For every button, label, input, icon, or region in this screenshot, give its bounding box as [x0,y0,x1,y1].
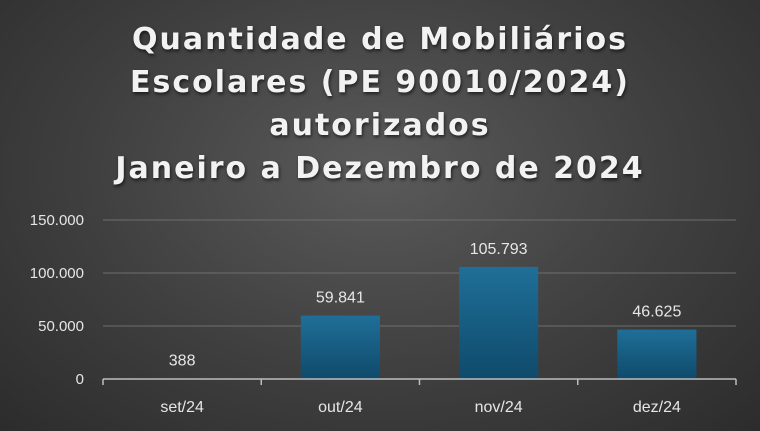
axes [102,378,737,385]
bar-dez-24 [617,329,697,379]
x-tick-label: dez/24 [633,399,681,416]
data-label: 388 [169,353,196,370]
bar-out-24 [300,315,380,379]
chart-title: Quantidade de Mobiliários Escolares (PE … [0,18,760,190]
data-label: 59.841 [316,290,365,307]
chart-title-line-2: Escolares (PE 90010/2024) [130,65,630,100]
x-tick-label: nov/24 [475,399,523,416]
y-tick-label: 150.000 [30,212,84,229]
x-tick-label: out/24 [318,399,363,416]
y-tick-label: 0 [76,371,84,388]
y-tick-label: 50.000 [38,318,84,335]
chart-title-line-4: Janeiro a Dezembro de 2024 [115,151,645,186]
bar-nov-24 [459,266,539,379]
data-label: 46.625 [632,304,681,321]
labels: 0 50.000 100.000 150.000 388 set/24 59.841 out/… [30,212,682,416]
chart-title-line-3: autorizados [269,108,491,143]
bars [142,266,697,379]
y-tick-label: 100.000 [30,265,84,282]
data-label: 105.793 [470,241,528,258]
gridlines [103,219,736,327]
chart-title-line-1: Quantidade de Mobiliários [132,22,628,57]
x-tick-label: set/24 [160,399,204,416]
